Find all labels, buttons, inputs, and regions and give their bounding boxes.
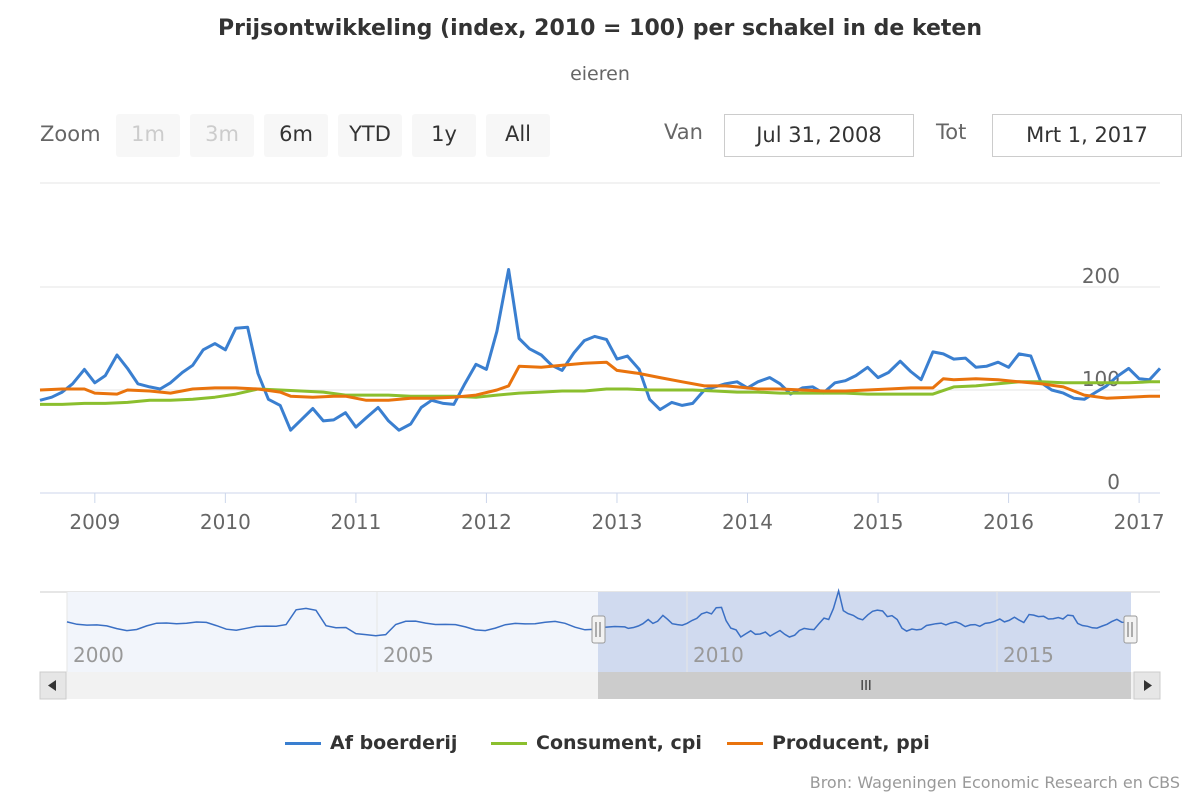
series-line-3[interactable] (39, 360, 1160, 402)
legend-symbol (727, 741, 763, 745)
arrow-right-icon (1144, 680, 1152, 691)
x-tick-label: 2013 (592, 510, 643, 534)
zoom-button-1y[interactable]: 1y (412, 114, 476, 157)
x-tick-label: 2015 (853, 510, 904, 534)
navigator-tick-label: 2015 (1003, 643, 1054, 667)
legend-item-consument-cpi[interactable]: Consument, cpi (491, 730, 702, 756)
x-tick-label: 2010 (200, 510, 251, 534)
zoom-button-all[interactable]: All (486, 114, 550, 157)
navigator-series-line (66, 587, 1132, 639)
legend-item-af-boerderij[interactable]: Af boerderij (285, 730, 457, 756)
navigator-handle-right[interactable] (1123, 615, 1138, 644)
legend-label: Consument, cpi (536, 732, 702, 754)
legend-symbol (285, 741, 321, 745)
chart-subtitle: eieren (570, 63, 630, 85)
arrow-left-icon (48, 680, 56, 691)
zoom-button-ytd[interactable]: YTD (338, 114, 402, 157)
series-line-2[interactable] (40, 380, 1160, 406)
series-line-1[interactable] (39, 268, 1162, 432)
zoom-label: Zoom (40, 122, 101, 146)
zoom-button-6m[interactable]: 6m (264, 114, 328, 157)
chart-title: Prijsontwikkeling (index, 2010 = 100) pe… (217, 16, 983, 41)
y-tick-label: 0 (1107, 470, 1120, 494)
x-tick-label: 2012 (461, 510, 512, 534)
source-credit: Bron: Wageningen Economic Research en CB… (809, 773, 1180, 792)
navigator-tick-label: 2005 (383, 643, 434, 667)
scrollbar-thumb[interactable] (598, 672, 1131, 699)
legend-label: Producent, ppi (772, 732, 930, 754)
legend-item-producent-ppi[interactable]: Producent, ppi (727, 730, 930, 756)
navigator[interactable]: 2000 2005 2010 2015 (40, 587, 1160, 672)
navigator-tick-label: 2010 (693, 643, 744, 667)
zoom-button-1m[interactable]: 1m (116, 114, 180, 157)
x-tick-label: 2017 (1114, 510, 1165, 534)
x-tick-label: 2009 (69, 510, 120, 534)
x-tick-label: 2016 (983, 510, 1034, 534)
legend-label: Af boerderij (330, 732, 458, 754)
range-from-input[interactable]: Jul 31, 2008 (724, 114, 914, 157)
navigator-outside-mask (67, 592, 598, 672)
y-tick-label: 200 (1082, 264, 1120, 288)
x-tick-label: 2014 (722, 510, 773, 534)
x-tick-label: 2011 (330, 510, 381, 534)
navigator-handle-left[interactable] (591, 615, 606, 644)
zoom-button-3m[interactable]: 3m (190, 114, 254, 157)
range-to-label: Tot (936, 120, 967, 144)
series-group (39, 268, 1162, 432)
x-axis: 2009 2010 2011 2012 2013 2014 2015 2016 2017 (69, 493, 1165, 534)
navigator-tick-label: 2000 (73, 643, 124, 667)
legend-symbol (491, 741, 527, 745)
scrollbar-grip: III (860, 679, 872, 694)
scrollbar[interactable]: III (39, 671, 1161, 700)
range-from-label: Van (664, 120, 703, 144)
range-to-input[interactable]: Mrt 1, 2017 (992, 114, 1182, 157)
